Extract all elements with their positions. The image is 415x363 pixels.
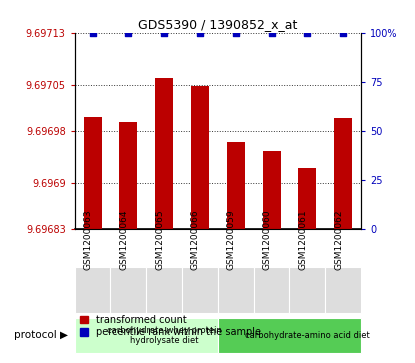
Bar	[325, 267, 361, 313]
Text: GSM1200064: GSM1200064	[120, 209, 128, 270]
Text: carbohydrate-amino acid diet: carbohydrate-amino acid diet	[245, 331, 370, 340]
Bar	[120, 122, 137, 229]
Text: carbohydrate-whey protein
hydrolysate diet: carbohydrate-whey protein hydrolysate di…	[107, 326, 222, 345]
Bar	[290, 267, 325, 313]
Bar	[263, 151, 281, 229]
Point	[89, 30, 96, 36]
Point	[304, 30, 311, 36]
Point	[340, 30, 347, 36]
Point	[161, 30, 168, 36]
Point	[197, 30, 203, 36]
Bar	[218, 267, 254, 313]
Bar	[182, 267, 218, 313]
Text: GSM1200061: GSM1200061	[298, 209, 308, 270]
Bar	[227, 142, 245, 229]
Bar	[75, 318, 218, 353]
Text: GSM1200060: GSM1200060	[263, 209, 271, 270]
Legend: transformed count, percentile rank within the sample: transformed count, percentile rank withi…	[80, 315, 261, 337]
Title: GDS5390 / 1390852_x_at: GDS5390 / 1390852_x_at	[138, 19, 298, 32]
Text: GSM1200063: GSM1200063	[83, 209, 93, 270]
Bar	[75, 267, 110, 313]
Point	[268, 30, 275, 36]
Bar	[254, 267, 290, 313]
Bar	[191, 86, 209, 229]
Text: protocol ▶: protocol ▶	[14, 330, 68, 340]
Bar	[110, 267, 146, 313]
Bar	[146, 267, 182, 313]
Bar	[218, 318, 361, 353]
Text: GSM1200066: GSM1200066	[191, 209, 200, 270]
Bar	[298, 168, 316, 229]
Bar	[334, 118, 352, 229]
Point	[232, 30, 239, 36]
Point	[125, 30, 132, 36]
Bar	[155, 78, 173, 229]
Text: GSM1200065: GSM1200065	[155, 209, 164, 270]
Bar	[84, 117, 102, 229]
Text: GSM1200059: GSM1200059	[227, 209, 236, 270]
Text: GSM1200062: GSM1200062	[334, 209, 343, 270]
